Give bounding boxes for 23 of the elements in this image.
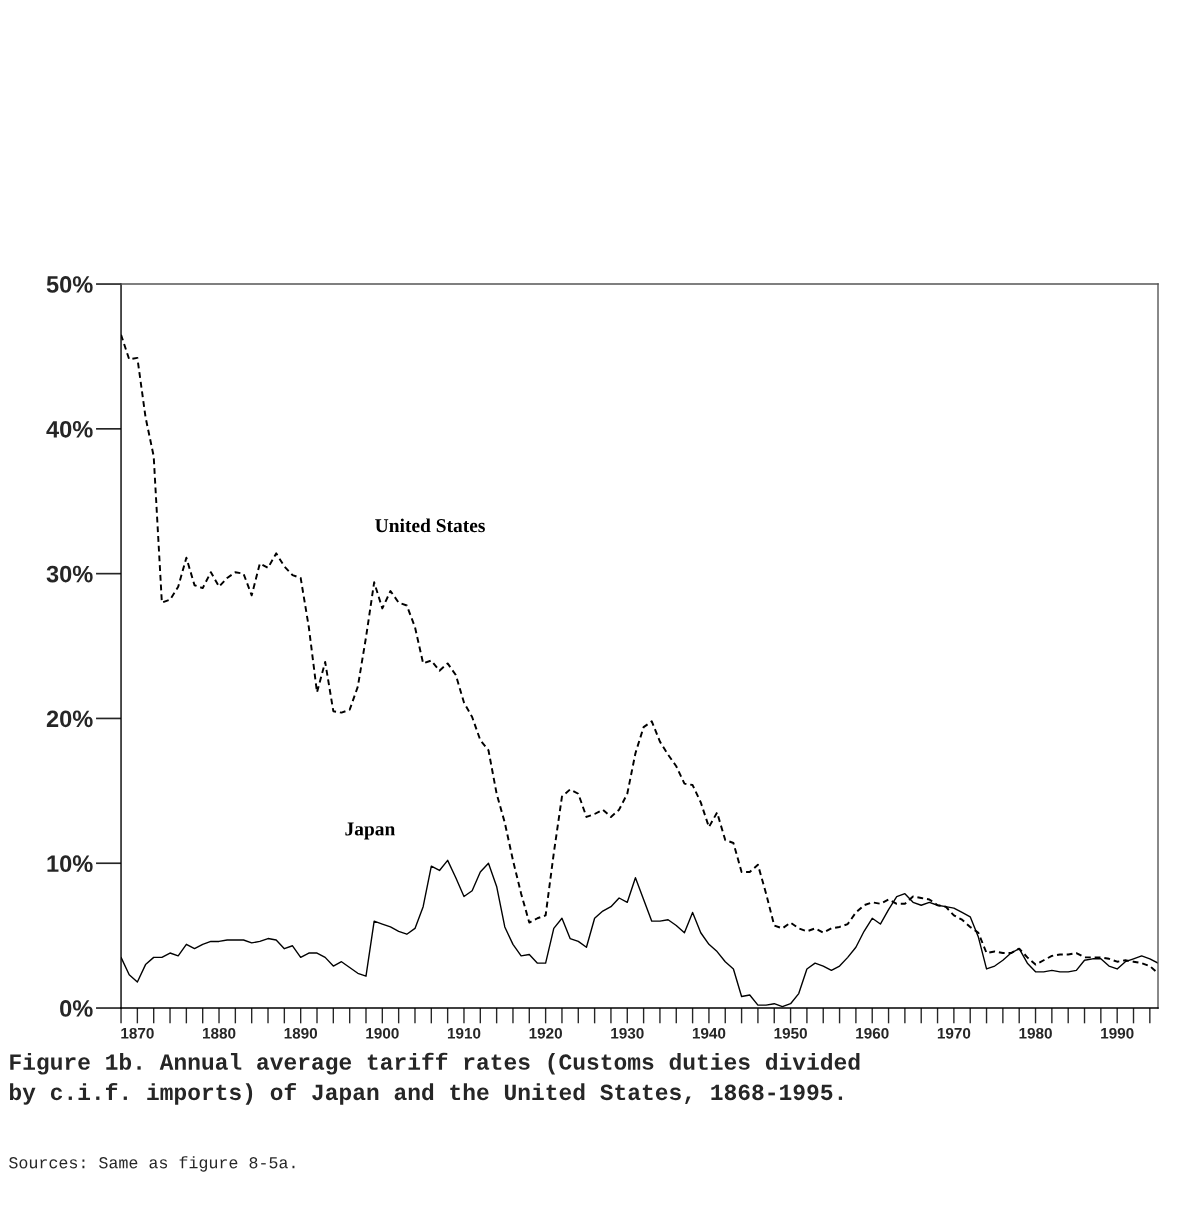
x-tick-label: 1960 [856, 1027, 889, 1039]
x-tick-label: 1980 [1019, 1027, 1052, 1039]
y-tick-label: 40% [46, 420, 93, 438]
x-tick-label: 1900 [366, 1027, 399, 1039]
text: United States [375, 518, 485, 533]
x-tick-label: 1930 [611, 1027, 644, 1039]
text: Japan [345, 822, 396, 840]
x-tick-label: 1990 [1101, 1027, 1134, 1039]
x-tick-label: 1920 [529, 1027, 562, 1039]
x-tick-label: 1890 [284, 1027, 318, 1039]
y-tick-label: 0% [60, 1000, 93, 1017]
y-tick-label: 10% [47, 855, 93, 873]
y-tick-label: 50% [46, 276, 93, 293]
x-tick-label: 1970 [937, 1027, 971, 1039]
source-note: Sources: Same as figure 8-5a. [9, 1156, 295, 1172]
y-tick-label: 20% [46, 710, 93, 728]
x-tick-label: 1910 [447, 1027, 481, 1039]
x-tick-label: 1870 [121, 1027, 154, 1039]
text: Figure 1b. Annual average tariff rates (Customs duties divided by c.i.f. imports) of Japan and the United States, 1868-1995. [9, 1052, 860, 1105]
x-tick-label: 1950 [774, 1027, 807, 1039]
x-tick-label: 1880 [202, 1027, 236, 1039]
x-tick-label: 1940 [692, 1027, 726, 1039]
y-tick-label: 30% [46, 565, 93, 583]
